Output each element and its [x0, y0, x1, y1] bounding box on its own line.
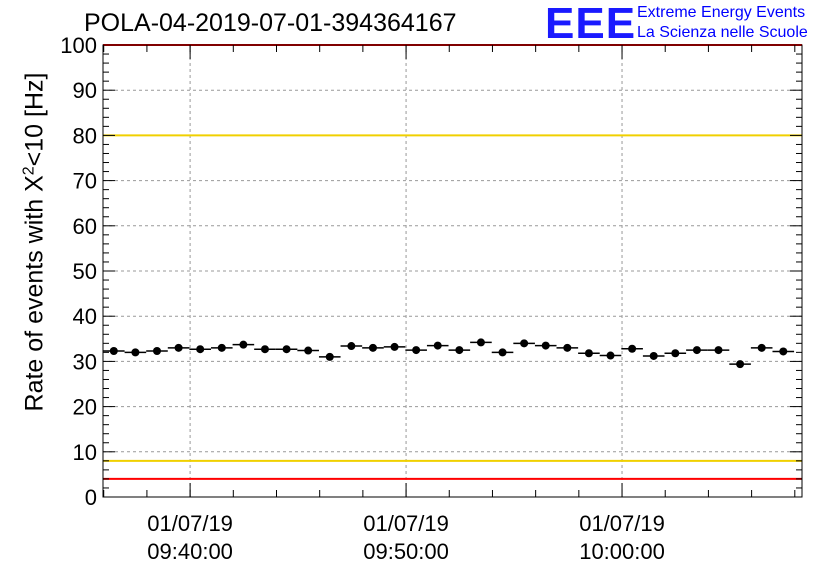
- data-point: [736, 360, 745, 369]
- data-point: [433, 341, 442, 350]
- data-point: [671, 349, 680, 358]
- data-point: [779, 347, 788, 356]
- data-point: [476, 338, 485, 347]
- y-tick-label: 10: [73, 440, 97, 465]
- x-tick-date: 01/07/19: [363, 511, 449, 536]
- x-tick-date: 01/07/19: [579, 511, 665, 536]
- data-point: [239, 340, 248, 349]
- y-tick-label: 60: [73, 214, 97, 239]
- logo-line-2: La Scienza nelle Scuole: [637, 24, 808, 41]
- data-point: [347, 342, 356, 351]
- data-point: [606, 351, 615, 360]
- data-point: [757, 343, 766, 352]
- data-point: [217, 343, 226, 352]
- x-tick-time: 09:50:00: [363, 539, 449, 564]
- data-point: [520, 339, 529, 348]
- data-point: [368, 343, 377, 352]
- y-tick-label: 40: [73, 304, 97, 329]
- reference-lines: [103, 44, 802, 480]
- data-point: [412, 346, 421, 355]
- data-point: [628, 344, 637, 353]
- data-point: [304, 346, 313, 355]
- data-points: [103, 338, 795, 369]
- data-point: [325, 352, 334, 361]
- data-point: [260, 345, 269, 354]
- y-tick-label: 80: [73, 123, 97, 148]
- data-point: [390, 342, 399, 351]
- axis-ticks: [103, 44, 802, 498]
- data-point: [131, 348, 140, 357]
- y-tick-label: 30: [73, 349, 97, 374]
- data-point: [498, 348, 507, 357]
- grid: [103, 45, 802, 497]
- y-tick-label: 100: [60, 33, 97, 58]
- logo-line-1: Extreme Energy Events: [637, 4, 806, 21]
- y-tick-label: 70: [73, 169, 97, 194]
- data-point: [174, 343, 183, 352]
- tick-labels: 0 10 20 30 40 50 60 70 80 90 100 01/07/19 09:40:00 01…: [60, 33, 665, 564]
- y-tick-label: 0: [85, 485, 97, 510]
- data-point: [541, 341, 550, 350]
- data-point: [152, 347, 161, 356]
- chart-title: POLA-04-2019-07-01-394364167: [84, 9, 457, 37]
- data-point: [692, 346, 701, 355]
- data-point: [563, 343, 572, 352]
- y-tick-label: 20: [73, 395, 97, 420]
- x-tick-time: 09:40:00: [147, 539, 233, 564]
- x-tick-time: 10:00:00: [579, 539, 665, 564]
- data-point: [714, 346, 723, 355]
- data-point: [584, 349, 593, 358]
- x-tick-date: 01/07/19: [147, 511, 233, 536]
- data-point: [282, 345, 291, 354]
- y-axis-label: Rate of events with X2<10 [Hz]: [20, 72, 49, 412]
- data-point: [455, 346, 464, 355]
- eee-logo: EEE: [545, 0, 637, 48]
- data-point: [649, 351, 658, 360]
- data-point: [196, 345, 205, 354]
- y-tick-label: 90: [73, 78, 97, 103]
- y-tick-label: 50: [73, 259, 97, 284]
- data-point: [109, 347, 118, 356]
